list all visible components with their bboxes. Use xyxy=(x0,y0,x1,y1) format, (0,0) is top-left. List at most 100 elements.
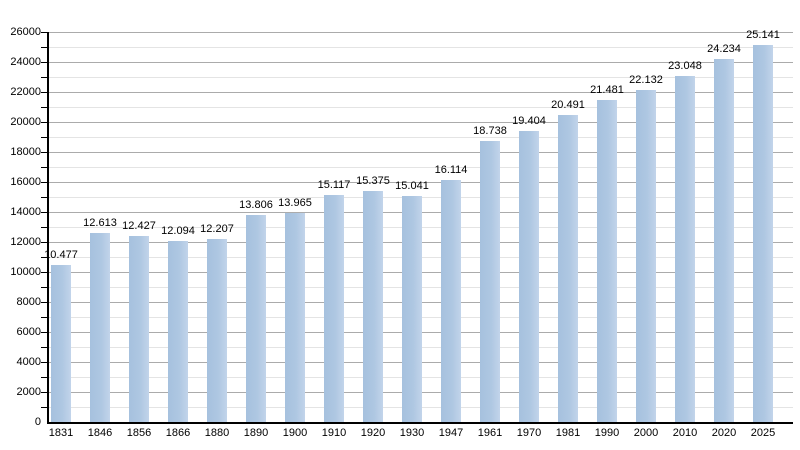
y-axis-label: 14000 xyxy=(10,205,41,218)
bar-1910 xyxy=(324,195,344,422)
y-axis-tick xyxy=(41,182,47,183)
y-axis-label: 16000 xyxy=(10,175,41,188)
bar-value-label: 13.806 xyxy=(239,198,273,211)
y-axis-tick xyxy=(41,287,47,288)
bar-1981 xyxy=(558,114,578,422)
bar-1890 xyxy=(246,214,266,422)
bar-1846 xyxy=(90,232,110,422)
plot-area: 10.477 12.613 12.427 12.094 12.207 13.806 13.9… xyxy=(41,28,793,424)
y-axis-tick xyxy=(41,377,47,378)
y-axis-tick xyxy=(41,257,47,258)
y-axis-label: 24000 xyxy=(10,55,41,68)
bar-value-label: 16.114 xyxy=(434,164,468,177)
bar-value-label: 19.404 xyxy=(512,114,546,127)
y-axis-tick xyxy=(41,197,47,198)
bar-1930 xyxy=(402,196,422,422)
x-axis-label: 1900 xyxy=(282,427,308,439)
y-axis-tick xyxy=(41,362,47,363)
y-axis-label: 8000 xyxy=(16,295,41,308)
y-axis-label: 22000 xyxy=(10,85,41,98)
gridline-major xyxy=(49,152,793,153)
y-axis-tick xyxy=(41,47,47,48)
y-axis-tick xyxy=(41,272,47,273)
x-axis-label: 1947 xyxy=(438,427,464,439)
y-axis-label: 6000 xyxy=(16,325,41,338)
y-axis-tick xyxy=(41,302,47,303)
y-axis-label: 26000 xyxy=(10,25,41,38)
x-axis-label: 1961 xyxy=(477,427,503,439)
y-axis-tick xyxy=(41,212,47,213)
y-axis-tick xyxy=(41,242,47,243)
bar-value-label: 12.094 xyxy=(161,224,195,237)
bar-value-label: 12.613 xyxy=(83,216,117,229)
bar-value-label: 12.207 xyxy=(200,222,234,235)
gridline-major xyxy=(49,182,793,183)
x-axis-label: 1970 xyxy=(516,427,542,439)
x-axis-label: 2010 xyxy=(672,427,698,439)
bar-value-label: 10.477 xyxy=(44,248,78,261)
bar-value-label: 15.041 xyxy=(395,180,429,193)
gridline-minor xyxy=(49,107,793,108)
y-axis-label: 12000 xyxy=(10,235,41,248)
bar-value-label: 21.481 xyxy=(590,83,624,96)
y-axis-tick xyxy=(41,392,47,393)
bar-1856 xyxy=(129,235,149,422)
bar-1970 xyxy=(519,130,539,422)
bar-1961 xyxy=(480,140,500,422)
x-axis-label: 2000 xyxy=(633,427,659,439)
y-axis-tick xyxy=(41,167,47,168)
x-axis-label: 1846 xyxy=(87,427,113,439)
y-axis-label: 0 xyxy=(34,415,41,428)
x-axis-label: 1910 xyxy=(321,427,347,439)
bar-value-label: 23.048 xyxy=(668,60,702,73)
bar-1947 xyxy=(441,180,461,422)
y-axis-tick xyxy=(41,152,47,153)
x-axis-label: 1880 xyxy=(204,427,230,439)
y-axis-tick xyxy=(41,137,47,138)
y-axis-tick xyxy=(41,122,47,123)
bar-value-label: 25.141 xyxy=(746,28,780,41)
y-axis-tick xyxy=(41,332,47,333)
x-axis-label: 2020 xyxy=(711,427,737,439)
y-axis-label: 4000 xyxy=(16,355,41,368)
bar-2025 xyxy=(753,44,773,422)
bar-value-label: 12.427 xyxy=(122,219,156,232)
x-axis-label: 1890 xyxy=(243,427,269,439)
bar-2010 xyxy=(675,76,695,422)
x-axis-label: 2025 xyxy=(750,427,776,439)
bar-1990 xyxy=(597,99,617,422)
y-axis-tick xyxy=(41,317,47,318)
y-axis-tick xyxy=(41,227,47,228)
y-axis-tick xyxy=(41,92,47,93)
bar-value-label: 20.491 xyxy=(551,98,585,111)
x-axis-label: 1981 xyxy=(555,427,581,439)
gridline-minor xyxy=(49,77,793,78)
x-axis-label: 1930 xyxy=(399,427,425,439)
x-axis-label: 1856 xyxy=(126,427,152,439)
bar-1900 xyxy=(285,212,305,422)
x-axis-label: 1866 xyxy=(165,427,191,439)
y-axis-label: 20000 xyxy=(10,115,41,128)
gridline-major xyxy=(49,122,793,123)
y-axis-label: 18000 xyxy=(10,145,41,158)
bar-1880 xyxy=(207,238,227,422)
y-axis-tick xyxy=(41,77,47,78)
y-axis-tick xyxy=(41,107,47,108)
bar-value-label: 24.234 xyxy=(707,42,741,55)
x-axis-label: 1990 xyxy=(594,427,620,439)
y-axis-tick xyxy=(41,62,47,63)
gridline-minor xyxy=(49,137,793,138)
bar-1866 xyxy=(168,240,188,422)
y-axis-tick xyxy=(41,407,47,408)
bar-2000 xyxy=(636,90,656,422)
bar-value-label: 15.375 xyxy=(356,175,390,188)
y-axis-label: 2000 xyxy=(16,385,41,398)
gridline-major xyxy=(49,92,793,93)
bar-value-label: 22.132 xyxy=(629,74,663,87)
bar-1920 xyxy=(363,191,383,422)
gridline-major xyxy=(49,62,793,63)
gridline-major xyxy=(49,32,793,33)
bar-value-label: 13.965 xyxy=(278,196,312,209)
x-axis-label: 1831 xyxy=(48,427,74,439)
